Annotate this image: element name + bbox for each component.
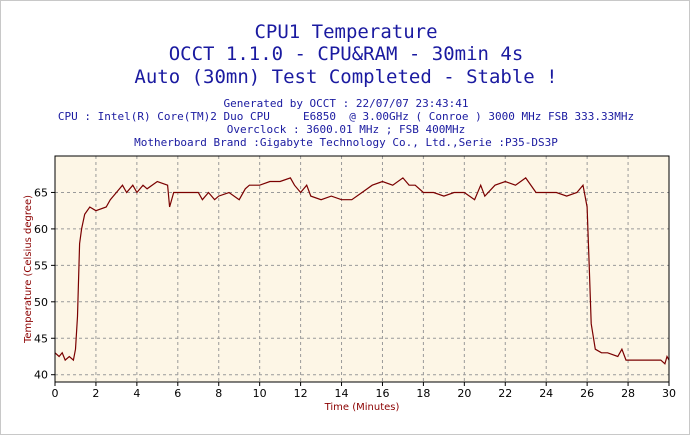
x-tick-label: 20 <box>457 387 471 400</box>
y-tick-label: 45 <box>34 332 48 345</box>
x-tick-label: 26 <box>580 387 594 400</box>
generated-info: Generated by OCCT : 22/07/07 23:43:41 <box>223 97 469 110</box>
x-tick-label: 28 <box>621 387 635 400</box>
x-tick-label: 30 <box>662 387 676 400</box>
x-tick-label: 22 <box>498 387 512 400</box>
x-tick-label: 0 <box>52 387 59 400</box>
x-tick-label: 2 <box>92 387 99 400</box>
x-tick-label: 10 <box>253 387 267 400</box>
x-tick-label: 8 <box>215 387 222 400</box>
y-axis-label: Temperature (Celsius degree) <box>23 195 34 344</box>
x-tick-label: 12 <box>294 387 308 400</box>
x-tick-label: 4 <box>133 387 140 400</box>
cpu-info: CPU : Intel(R) Core(TM)2 Duo CPU E6850 @… <box>57 110 635 123</box>
temperature-series-line <box>54 177 670 365</box>
chart-title: CPU1 Temperature <box>254 21 438 43</box>
chart-subtitle-status: Auto (30mn) Test Completed - Stable ! <box>134 66 558 88</box>
y-tick-label: 55 <box>34 259 48 272</box>
x-tick-label: 14 <box>335 387 349 400</box>
overclock-info: Overclock : 3600.01 MHz ; FSB 400MHz <box>226 123 466 136</box>
x-tick-label: 24 <box>539 387 553 400</box>
x-tick-label: 6 <box>174 387 181 400</box>
grid-lines <box>55 156 669 382</box>
y-tick-label: 60 <box>34 223 48 236</box>
plot-area <box>55 156 669 382</box>
x-tick-label: 18 <box>416 387 430 400</box>
x-tick-label: 16 <box>375 387 389 400</box>
chart-subtitle-test: OCCT 1.1.0 - CPU&RAM - 30min 4s <box>168 43 524 65</box>
y-tick-label: 40 <box>34 369 48 382</box>
plot-border <box>54 155 670 383</box>
y-tick-label: 65 <box>34 186 48 199</box>
x-axis-label: Time (Minutes) <box>324 402 400 413</box>
y-tick-label: 50 <box>34 296 48 309</box>
motherboard-info: Motherboard Brand :Gigabyte Technology C… <box>134 136 558 149</box>
